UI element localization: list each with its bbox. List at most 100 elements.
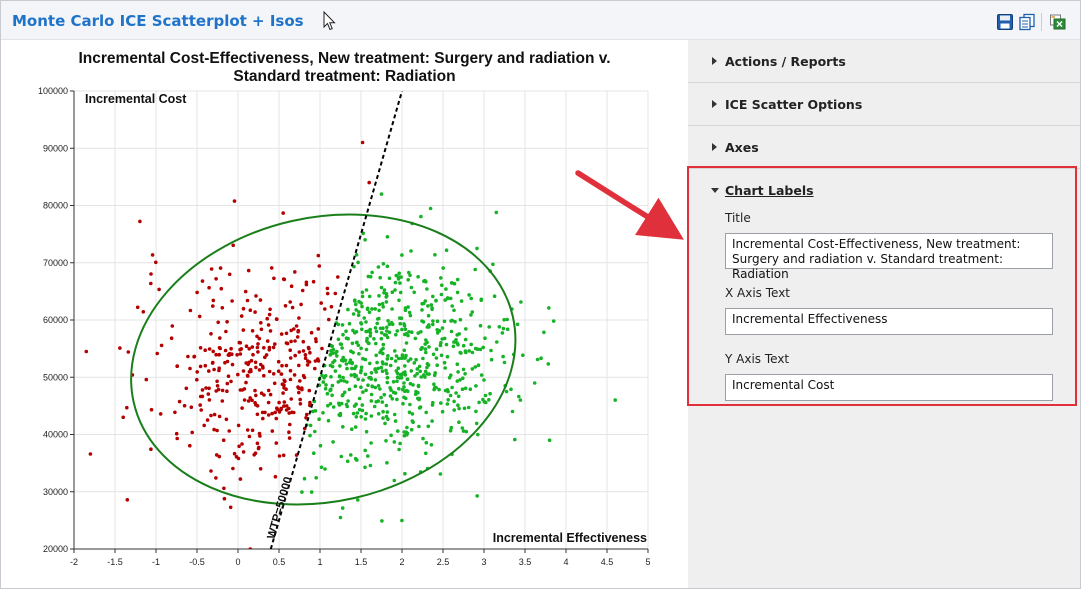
scatter-point-green (340, 323, 345, 327)
scatter-point-green (450, 385, 454, 390)
scatter-point-red (255, 345, 260, 350)
scatter-point-green (385, 264, 390, 269)
scatter-point-red (247, 434, 252, 439)
scatter-point-red (246, 399, 251, 403)
scatter-point-green (350, 427, 354, 432)
x-axis-text-input[interactable]: Incremental Effectiveness (725, 308, 1053, 335)
export-excel-icon[interactable] (1049, 13, 1067, 31)
scatter-point-red (203, 363, 208, 368)
scatter-point-red (234, 455, 239, 459)
scatter-point-red (288, 348, 293, 353)
scatter-point-green (443, 366, 448, 370)
scatter-point-red (241, 450, 246, 454)
scatter-point-green (431, 400, 435, 405)
scatter-point-green (440, 409, 445, 414)
scatter-point-green (487, 325, 492, 329)
scatter-point-green (515, 322, 520, 327)
section-label: ICE Scatter Options (725, 97, 863, 112)
copy-icon[interactable] (1018, 13, 1036, 31)
scatter-point-red (319, 301, 324, 305)
scatter-point-green (363, 357, 368, 362)
scatter-point-green (351, 411, 356, 416)
scatter-point-green (397, 386, 401, 391)
scatter-point-green (470, 367, 475, 371)
scatter-point-green (357, 396, 362, 401)
scatter-point-red (224, 417, 229, 422)
scatter-point-green (412, 361, 417, 365)
scatter-point-green (388, 394, 393, 398)
scatter-point-green (388, 363, 393, 368)
scatter-point-red (216, 320, 220, 325)
y-axis-text-input[interactable]: Incremental Cost (725, 374, 1053, 401)
scatter-point-green (535, 357, 540, 362)
scatter-point-green (398, 441, 402, 446)
scatter-point-green (459, 351, 463, 355)
scatter-point-green (439, 292, 444, 297)
section-chart-labels[interactable]: Chart Labels (688, 169, 1080, 211)
scatter-point-red (231, 243, 235, 248)
scatter-point-red (251, 578, 255, 582)
scatter-point-green (314, 476, 319, 480)
scatter-point-red (295, 335, 300, 339)
section-axes[interactable]: Axes (688, 126, 1080, 169)
scatter-point-red (256, 350, 260, 354)
scatter-point-green (423, 375, 427, 379)
save-icon[interactable] (996, 13, 1014, 31)
scatter-point-green (359, 346, 363, 351)
scatter-point-red (293, 339, 297, 343)
scatter-point-green (357, 352, 361, 356)
scatter-point-green (426, 304, 430, 308)
scatter-point-green (359, 415, 364, 419)
scatter-point-red (277, 454, 282, 458)
section-actions-reports[interactable]: Actions / Reports (688, 40, 1080, 83)
scatter-point-green (379, 192, 384, 196)
scatter-point-red (304, 412, 309, 417)
scatter-point-green (336, 337, 341, 342)
scatter-point-green (392, 478, 397, 483)
scatter-point-green (386, 319, 390, 323)
chart-title-line-1: Incremental Cost-Effectiveness, New trea… (78, 50, 611, 67)
scatter-point-green (377, 294, 381, 298)
scatter-point-green (389, 356, 394, 361)
scatter-point-red (307, 388, 312, 393)
scatter-point-green (417, 406, 422, 410)
scatter-point-red (284, 404, 289, 408)
scatter-point-green (354, 302, 358, 307)
scatter-point-green (363, 417, 368, 421)
scatter-point-red (296, 328, 301, 333)
title-textarea[interactable]: Incremental Cost-Effectiveness, New trea… (725, 233, 1053, 281)
scatter-point-green (394, 273, 399, 278)
section-ice-scatter-options[interactable]: ICE Scatter Options (688, 83, 1080, 126)
scatter-point-green (475, 494, 480, 498)
scatter-point-red (225, 359, 230, 364)
scatter-point-green (379, 285, 384, 290)
chart-area: Incremental Cost-Effectiveness, New trea… (1, 40, 688, 588)
scatter-point-green (551, 319, 556, 323)
scatter-point-red (170, 324, 175, 328)
scatter-point-red (282, 378, 287, 383)
scatter-point-green (366, 383, 370, 388)
scatter-point-green (452, 340, 456, 344)
scatter-point-red (221, 438, 226, 443)
scatter-point-green (356, 377, 361, 382)
scatter-point-red (289, 284, 294, 288)
scatter-point-green (402, 381, 406, 385)
scatter-point-green (396, 429, 400, 433)
scatter-point-green (329, 375, 333, 379)
title-bar: Monte Carlo ICE Scatterplot + Isos (1, 1, 1080, 40)
scatter-point-red (254, 403, 258, 407)
scatter-point-green (329, 387, 333, 392)
scatter-point-green (383, 421, 387, 426)
scatter-point-green (424, 410, 429, 415)
scatter-point-green (337, 403, 342, 407)
scatter-point-red (121, 415, 125, 420)
scatter-point-green (363, 448, 368, 453)
scatter-point-red (311, 279, 316, 284)
scatter-point-green (437, 329, 442, 333)
scatter-point-red (282, 400, 287, 404)
scatter-point-green (385, 410, 390, 414)
scatter-point-green (457, 406, 461, 411)
scatter-point-green (398, 316, 402, 320)
scatter-point-green (384, 414, 389, 419)
scatter-point-green (321, 411, 325, 415)
